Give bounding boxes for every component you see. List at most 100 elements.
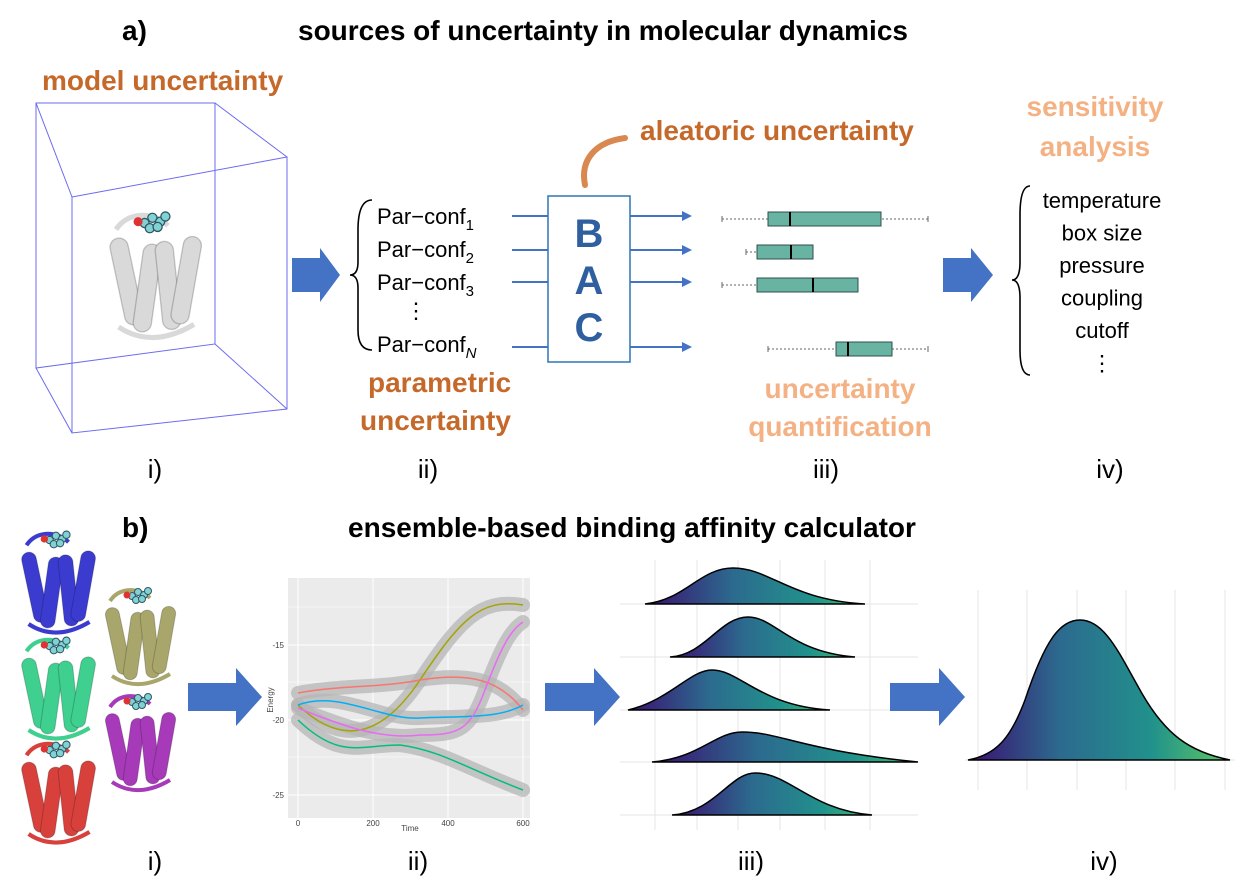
arrow	[292, 248, 340, 302]
ligand-atom	[133, 217, 143, 227]
sensitivity-parameter: temperature	[1043, 188, 1162, 213]
protein-cartoon	[104, 693, 177, 793]
helix	[122, 611, 146, 681]
sensitivity-analysis: analysis	[1040, 131, 1151, 162]
bac-letter: A	[575, 259, 604, 303]
helix	[151, 605, 177, 675]
uncertainty-quantification: quantification	[748, 411, 932, 442]
protein-cartoon	[21, 740, 96, 845]
parameter-configuration: Par−confN	[377, 332, 477, 362]
protein-cartoon	[104, 587, 177, 687]
panel-label: a)	[122, 15, 147, 46]
arrow	[545, 668, 620, 726]
parametric-uncertainty: uncertainty	[360, 405, 511, 436]
connector	[581, 135, 628, 188]
box-plot	[745, 244, 814, 260]
x-tick-label: 200	[366, 819, 380, 828]
x-axis-label: Time	[401, 824, 419, 833]
simulation-box	[35, 102, 288, 434]
protein	[109, 211, 203, 340]
aleatoric-uncertainty: aleatoric uncertainty	[640, 115, 914, 146]
panel-title: sources of uncertainty in molecular dyna…	[298, 15, 908, 46]
ligand-atom	[40, 535, 49, 543]
sensitivity-parameter: coupling	[1061, 286, 1143, 311]
parameter-configuration: Par−conf3	[377, 270, 474, 300]
sensitivity-parameter: cutoff	[1075, 318, 1129, 343]
step-label: ii)	[418, 454, 438, 484]
ligand-atom	[152, 221, 163, 233]
helix	[132, 243, 162, 333]
sensitivity-analysis: sensitivity	[1027, 91, 1164, 122]
ligand-atom	[123, 697, 131, 705]
sensitivity-parameters: temperature box size pressure coupling cutof…	[1043, 188, 1162, 376]
y-tick-label: -20	[272, 716, 284, 725]
ligand-atom	[62, 530, 71, 539]
ligand-atom	[160, 211, 171, 222]
step-labels: i) ii) iii) iv)	[148, 846, 1118, 876]
helix	[39, 556, 64, 629]
box	[767, 211, 882, 227]
step-label: ii)	[408, 846, 428, 876]
box	[835, 341, 893, 357]
panel-label: b)	[122, 512, 148, 543]
brace	[1011, 185, 1031, 376]
step-labels: i) ii) iii) iv)	[148, 454, 1124, 484]
configuration-index: 1	[466, 217, 474, 234]
uncertainty-quantification: uncertainty	[765, 373, 916, 404]
y-axis-label: Energy	[266, 687, 275, 712]
sensitivity-parameter: ⋮	[1091, 351, 1113, 376]
box-plot	[721, 277, 859, 293]
ligand-atom	[138, 595, 146, 603]
step-label: iv)	[1090, 846, 1117, 876]
step-label: iii)	[738, 846, 764, 876]
configuration-index: N	[466, 345, 477, 362]
energy-plot: -15 -20 -25 0 200 400 600 Time Energy	[266, 578, 530, 833]
helix	[122, 717, 146, 787]
final-distribution	[965, 590, 1235, 790]
ligand-atom	[55, 748, 65, 758]
arrow	[943, 248, 993, 302]
bac-box	[547, 195, 631, 363]
step-label: iv)	[1096, 454, 1123, 484]
bac-letter: B	[575, 212, 604, 256]
helix	[170, 235, 203, 325]
x-tick-label: 0	[296, 819, 301, 828]
ligand-atom	[40, 641, 49, 649]
configuration-name: Par−conf	[377, 204, 467, 229]
x-tick-label: 600	[516, 819, 530, 828]
ligand-atom	[55, 644, 65, 654]
configuration-name: ⋮	[405, 298, 427, 323]
ligand-atom	[144, 587, 152, 595]
model-uncertainty: model uncertainty	[42, 65, 284, 96]
sensitivity-parameter: box size	[1062, 221, 1143, 246]
configuration-name: Par−conf	[377, 332, 467, 357]
density-ridge	[627, 567, 919, 816]
brace	[349, 199, 373, 351]
box-plots	[721, 211, 929, 357]
helix	[39, 766, 64, 839]
x-tick-label: 400	[441, 819, 455, 828]
ridgeline-plot	[620, 560, 919, 830]
parameter-configuration: Par−conf2	[377, 237, 474, 267]
parameter-configuration: Par−conf1	[377, 204, 474, 234]
helix	[151, 711, 177, 781]
configuration-index: 3	[466, 283, 474, 300]
ligand-atom	[138, 701, 146, 709]
protein-cartoon	[21, 636, 96, 741]
sensitivity-parameter: pressure	[1059, 253, 1145, 278]
configuration-name: Par−conf	[377, 270, 467, 295]
protein-cartoon	[109, 211, 203, 340]
protein-cartoon	[21, 530, 96, 635]
helix	[70, 760, 96, 832]
step-label: i)	[148, 846, 162, 876]
ligand-atom	[62, 740, 71, 749]
configuration-index: 2	[466, 250, 474, 267]
y-tick-label: -25	[272, 791, 284, 800]
smoothed-curve	[297, 603, 524, 791]
box-plot	[767, 341, 929, 357]
step-label: i)	[148, 454, 162, 484]
arrow	[188, 668, 262, 726]
panel-title: ensemble-based binding affinity calculat…	[348, 512, 916, 543]
